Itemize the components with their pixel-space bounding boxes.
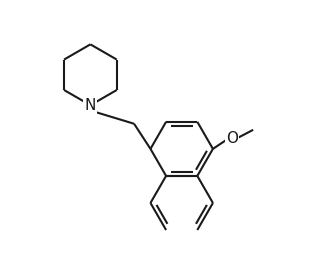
Text: O: O — [226, 131, 238, 146]
Text: N: N — [85, 98, 96, 113]
